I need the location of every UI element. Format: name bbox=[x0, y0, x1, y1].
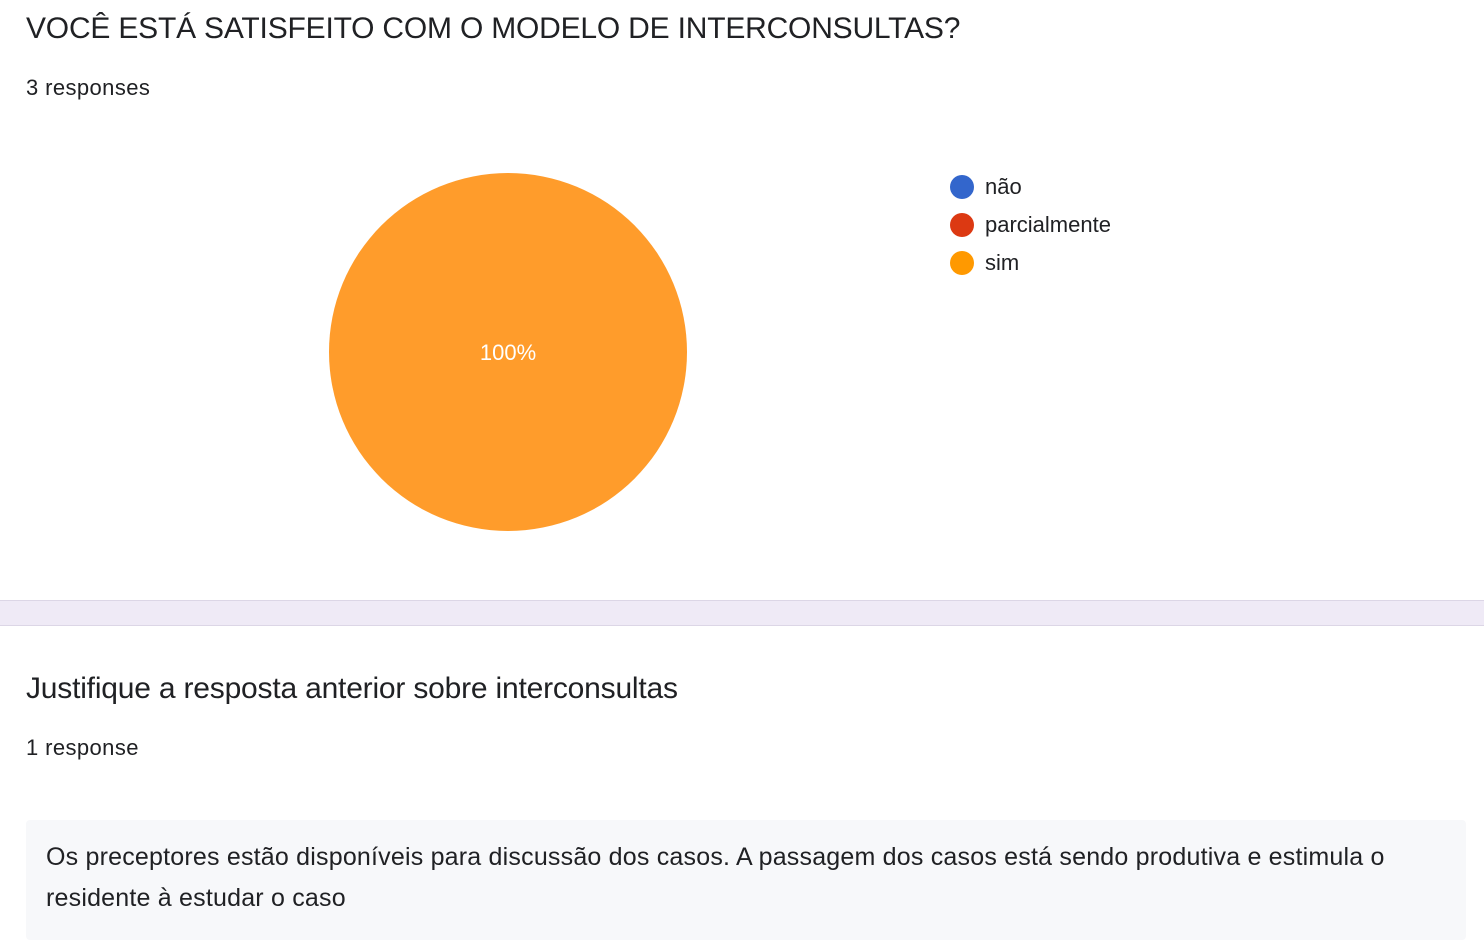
question-card-satisfaction: VOCÊ ESTÁ SATISFEITO COM O MODELO DE INT… bbox=[26, 12, 1111, 531]
question-card-justification: Justifique a resposta anterior sobre int… bbox=[0, 626, 1484, 952]
pie-slice-label: 100% bbox=[480, 340, 536, 365]
pie-chart: 100% bbox=[329, 173, 687, 531]
answer-box: Os preceptores estão disponíveis para di… bbox=[26, 820, 1466, 940]
response-count: 1 response bbox=[26, 735, 139, 760]
legend-label: não bbox=[985, 174, 1022, 199]
legend-item: não bbox=[950, 168, 1111, 206]
section-divider bbox=[0, 600, 1484, 626]
question-title: Justifique a resposta anterior sobre int… bbox=[26, 672, 678, 705]
legend-label: sim bbox=[985, 250, 1020, 275]
response-count: 3 responses bbox=[26, 75, 151, 100]
pie-slices bbox=[329, 173, 687, 531]
legend-swatch bbox=[950, 175, 974, 199]
legend-swatch bbox=[950, 251, 974, 275]
chart-legend: não parcialmente sim bbox=[950, 168, 1111, 282]
legend-item: sim bbox=[950, 244, 1111, 282]
answer-text: Os preceptores estão disponíveis para di… bbox=[46, 843, 1385, 912]
legend-item: parcialmente bbox=[950, 206, 1111, 244]
pie-slice-3 bbox=[329, 173, 687, 531]
pie-labels: 100% bbox=[480, 340, 536, 365]
legend-swatch bbox=[950, 213, 974, 237]
question-title: VOCÊ ESTÁ SATISFEITO COM O MODELO DE INT… bbox=[26, 12, 961, 45]
legend-label: parcialmente bbox=[985, 212, 1111, 237]
